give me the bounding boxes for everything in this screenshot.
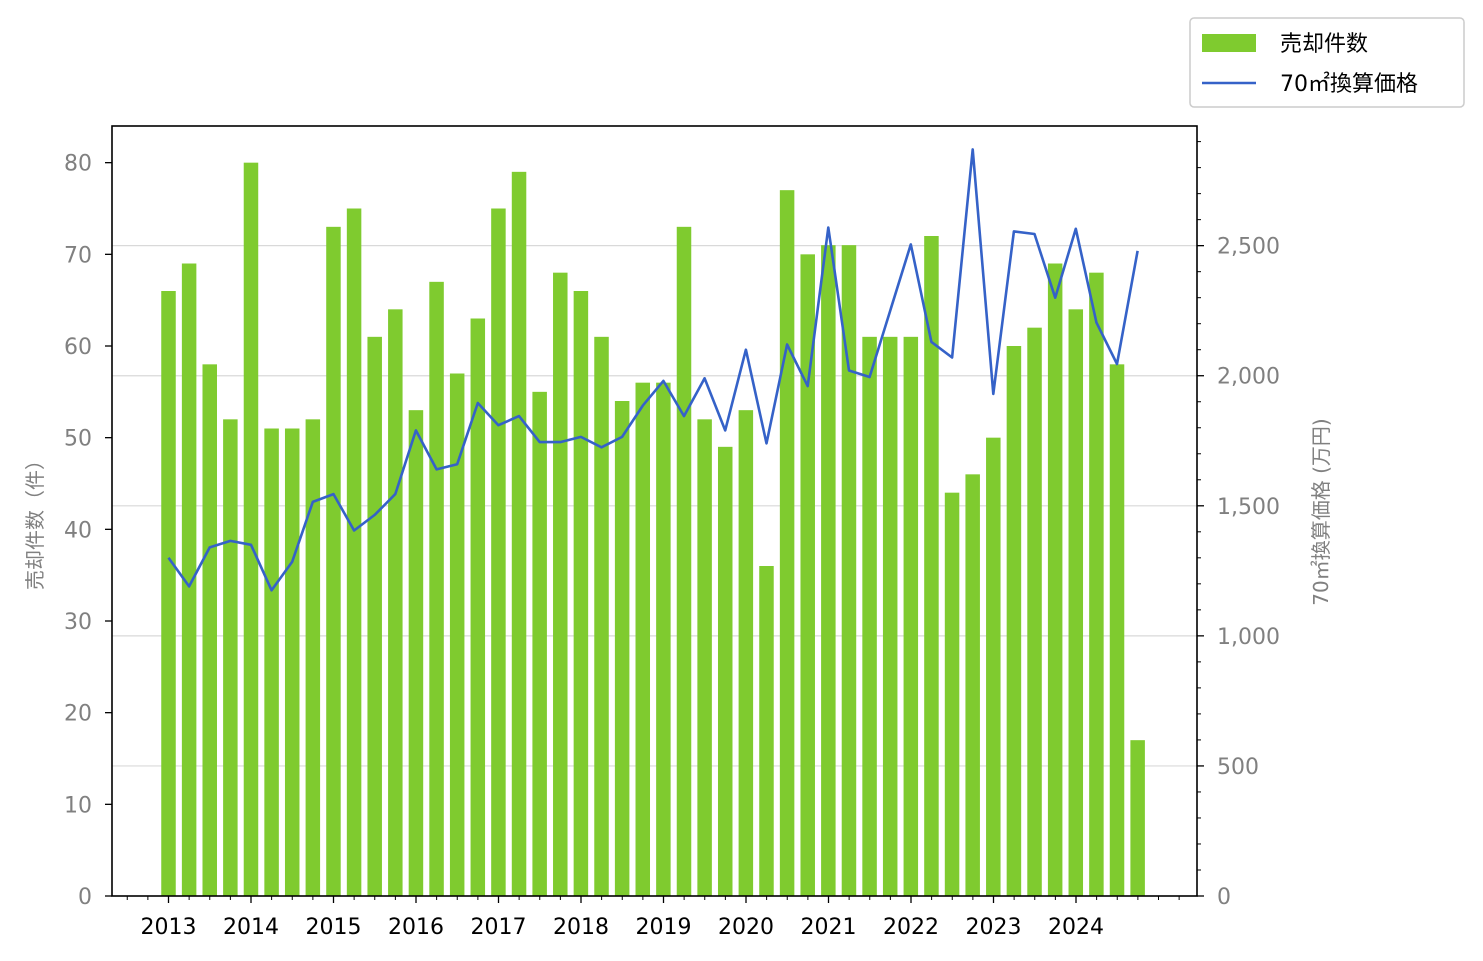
- x-tick-label: 2020: [718, 915, 774, 940]
- legend-line-label: 70㎡換算価格: [1280, 71, 1418, 97]
- bar: [882, 336, 898, 896]
- bar: [965, 474, 980, 896]
- legend-bar-swatch: [1202, 34, 1256, 52]
- x-tick-label: 2015: [306, 915, 362, 940]
- bar: [573, 291, 589, 896]
- legend: 売却件数 70㎡換算価格: [1189, 17, 1465, 108]
- x-tick-label: 2021: [801, 915, 857, 940]
- bar: [1109, 364, 1125, 896]
- x-tick-label: 2018: [553, 915, 609, 940]
- bar: [1047, 263, 1063, 896]
- bar: [903, 336, 919, 896]
- legend-bar-label: 売却件数: [1280, 32, 1368, 57]
- bar: [697, 419, 712, 896]
- bar: [944, 492, 960, 896]
- y-right-tick-label: 2,500: [1217, 235, 1280, 260]
- y-left-tick-label: 20: [64, 702, 92, 727]
- bar: [738, 410, 754, 896]
- plot-frame: [111, 125, 1198, 897]
- price-line: [167, 148, 1139, 592]
- y-left-tick-label: 80: [64, 152, 92, 177]
- bar: [181, 263, 197, 896]
- x-tick-label: 2014: [223, 915, 279, 940]
- y-right-tick-label: 1,500: [1217, 495, 1280, 520]
- y-left-tick-label: 50: [64, 427, 92, 452]
- x-tick-label: 2017: [471, 915, 527, 940]
- bar: [1027, 327, 1042, 897]
- legend-box: [1189, 17, 1465, 108]
- bar: [841, 245, 857, 896]
- bar: [367, 336, 382, 896]
- bar: [614, 401, 630, 896]
- bar: [986, 437, 1001, 896]
- bar: [676, 226, 692, 897]
- line-series-layer: [167, 148, 1139, 592]
- y-left-tick-label: 0: [78, 885, 92, 910]
- y-right-tick-label: 2,000: [1217, 365, 1280, 390]
- axes: 0 10 20 30 40 50 60 70 80 0 500 1,000 1,500 2,000 2,50…: [64, 141, 1280, 940]
- bar: [491, 208, 506, 896]
- x-tick-label: 2019: [636, 915, 692, 940]
- bar: [862, 336, 877, 896]
- bar: [1068, 309, 1084, 896]
- bar: [305, 419, 321, 896]
- bar: [408, 410, 424, 896]
- y-left-tick-label: 60: [64, 335, 92, 360]
- y-axis-right-label: 70㎡換算価格 (万円): [1309, 418, 1333, 605]
- y-left-tick-label: 70: [64, 243, 92, 268]
- bar: [1089, 272, 1104, 897]
- bar: [1130, 740, 1145, 896]
- bar: [202, 364, 217, 896]
- bar: [284, 428, 300, 896]
- bar: [264, 428, 279, 896]
- x-tick-label: 2022: [883, 915, 939, 940]
- x-tick-label: 2024: [1048, 915, 1104, 940]
- x-tick-label: 2023: [966, 915, 1022, 940]
- bar: [821, 245, 836, 896]
- bar: [388, 309, 403, 896]
- bar: [532, 391, 547, 896]
- bar: [511, 171, 527, 897]
- bar: [223, 419, 238, 896]
- bar: [470, 318, 486, 896]
- bar: [326, 226, 341, 897]
- y-left-tick-label: 40: [64, 518, 92, 543]
- bar: [161, 291, 176, 896]
- bar: [924, 236, 939, 896]
- bar: [243, 162, 259, 896]
- bar: [717, 446, 733, 896]
- bar: [346, 208, 362, 896]
- bar: [759, 566, 774, 896]
- y-right-tick-label: 1,000: [1217, 625, 1280, 650]
- x-tick-label: 2013: [141, 915, 197, 940]
- y-axis-left-label: 売却件数（件）: [23, 450, 47, 590]
- bar: [594, 336, 609, 896]
- bar: [1006, 346, 1022, 896]
- bar: [429, 281, 444, 896]
- y-left-tick-label: 30: [64, 610, 92, 635]
- bar: [656, 382, 671, 897]
- y-right-tick-label: 0: [1217, 885, 1231, 910]
- bar: [449, 373, 465, 896]
- y-right-tick-label: 500: [1217, 755, 1259, 780]
- bar: [635, 382, 651, 897]
- bar: [779, 190, 795, 896]
- bar: [553, 272, 568, 897]
- y-left-tick-label: 10: [64, 793, 92, 818]
- x-tick-label: 2016: [388, 915, 444, 940]
- bar-series: [161, 162, 1145, 897]
- bar: [800, 254, 815, 897]
